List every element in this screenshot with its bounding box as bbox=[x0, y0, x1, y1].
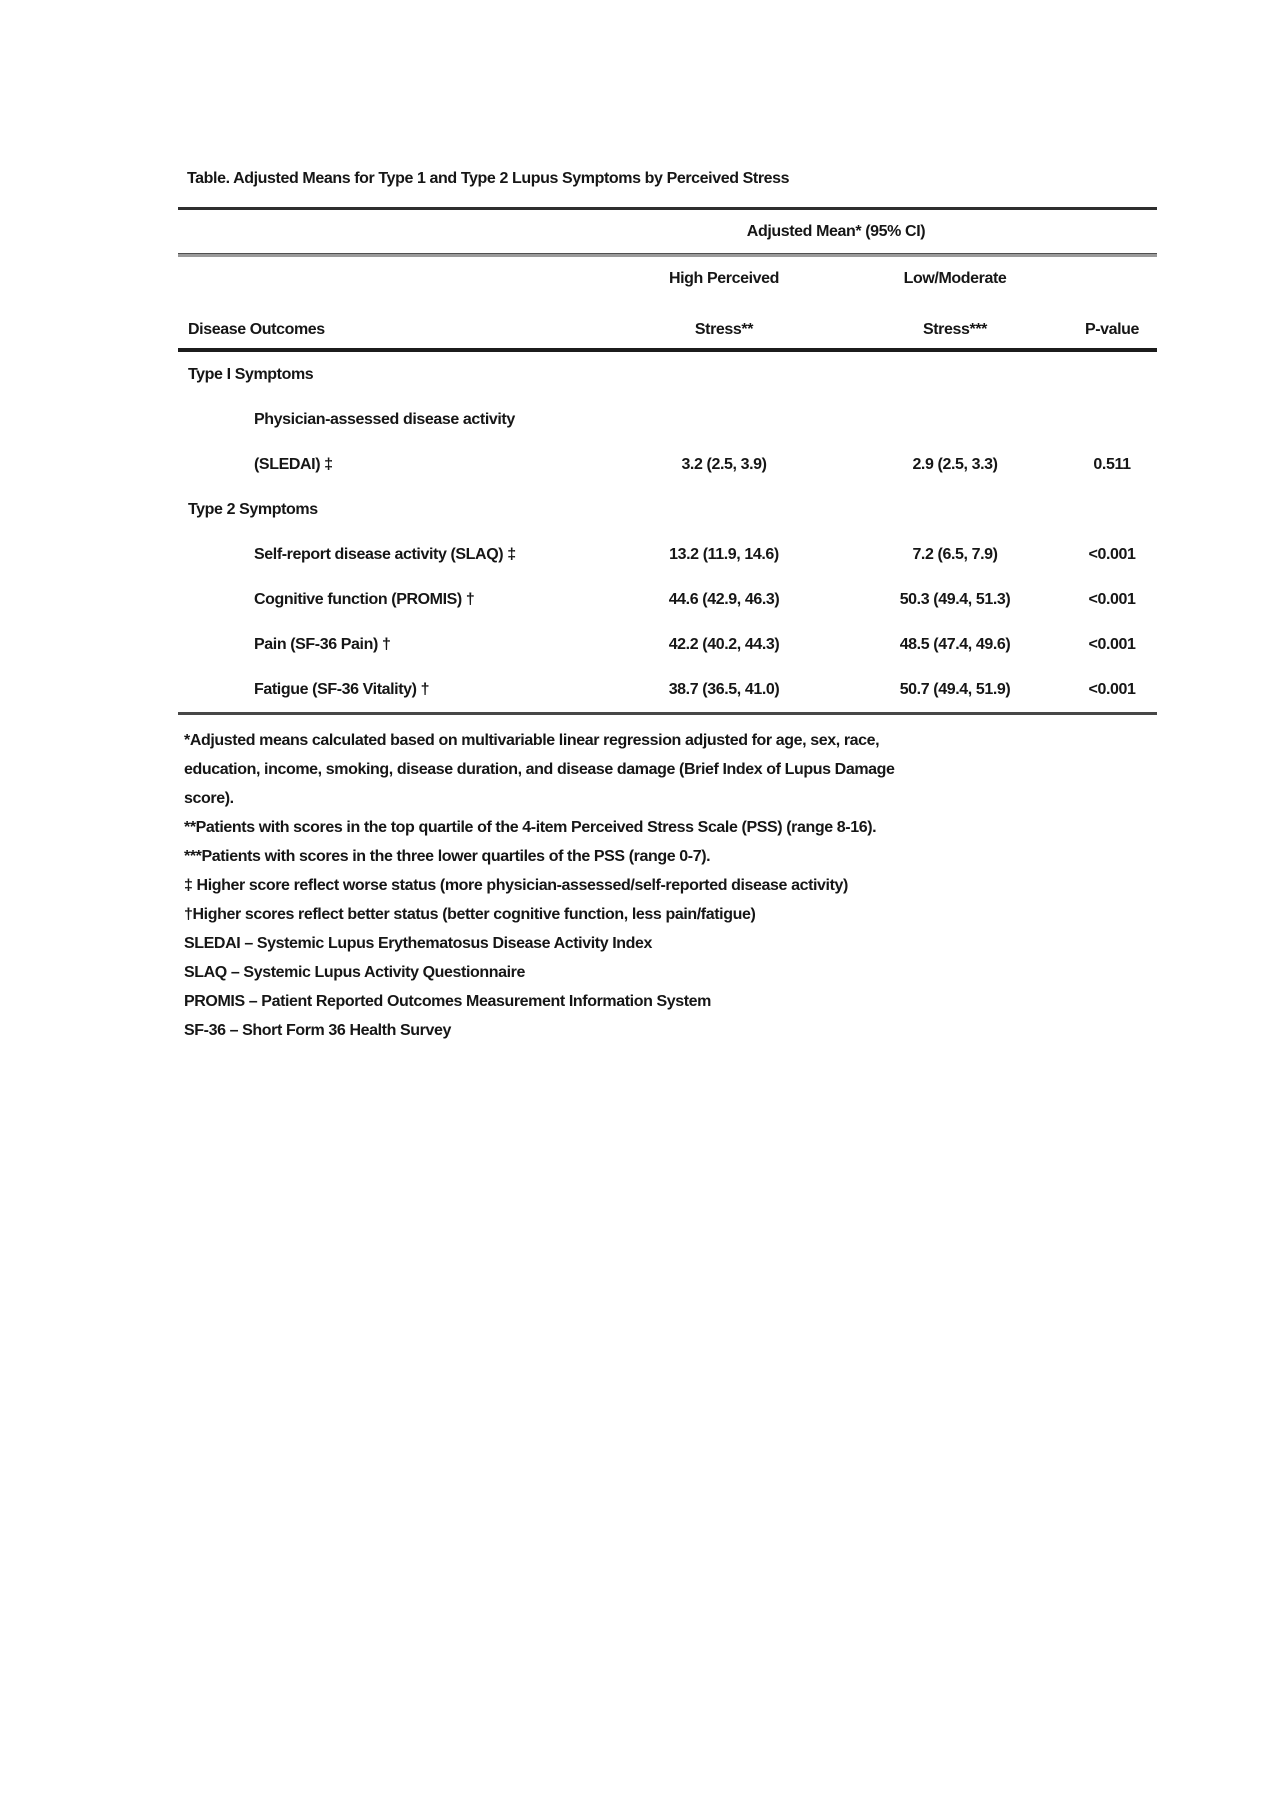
row-label: (SLEDAI) ‡ bbox=[254, 455, 333, 473]
footnote-line: SLAQ – Systemic Lupus Activity Questionn… bbox=[184, 964, 526, 981]
table-row: Self-report disease activity (SLAQ) ‡ 13… bbox=[178, 532, 1157, 577]
footnotes-block: *Adjusted means calculated based on mult… bbox=[178, 715, 1157, 1045]
table-row: Pain (SF-36 Pain) † 42.2 (40.2, 44.3) 48… bbox=[178, 622, 1157, 667]
footnote-line: SF-36 – Short Form 36 Health Survey bbox=[184, 1022, 451, 1039]
span-header-divider-rule bbox=[178, 253, 1157, 257]
cell-low-stress: 7.2 (6.5, 7.9) bbox=[912, 545, 998, 563]
row-label: Cognitive function (PROMIS) † bbox=[254, 590, 475, 608]
cell-p-value: <0.001 bbox=[1088, 635, 1136, 653]
row-label: Pain (SF-36 Pain) † bbox=[254, 635, 391, 653]
high-stress-header-line2: Stress** bbox=[694, 321, 754, 338]
footnote-line: score). bbox=[184, 790, 234, 807]
table-row: (SLEDAI) ‡ 3.2 (2.5, 3.9) 2.9 (2.5, 3.3)… bbox=[178, 442, 1157, 487]
low-stress-header-line1: Low/Moderate bbox=[903, 270, 1007, 287]
table-title: Table. Adjusted Means for Type 1 and Typ… bbox=[187, 170, 790, 187]
footnote-line: †Higher scores reflect better status (be… bbox=[184, 906, 756, 923]
disease-outcomes-header: Disease Outcomes bbox=[188, 321, 325, 338]
cell-high-stress: 3.2 (2.5, 3.9) bbox=[681, 455, 767, 473]
adjusted-mean-span-header: Adjusted Mean* (95% CI) bbox=[746, 222, 926, 240]
results-table: Adjusted Mean* (95% CI) High Perceived L… bbox=[178, 207, 1157, 1045]
table-row: Type 2 Symptoms bbox=[178, 487, 1157, 532]
low-stress-header-line2: Stress*** bbox=[922, 321, 987, 338]
cell-p-value: <0.001 bbox=[1088, 545, 1136, 563]
table-top-rule bbox=[178, 207, 1157, 210]
high-stress-header-line1: High Perceived bbox=[668, 270, 779, 287]
header-bottom-rule bbox=[178, 348, 1157, 352]
footnote-line: *Adjusted means calculated based on mult… bbox=[184, 732, 880, 749]
footnote-line: ***Patients with scores in the three low… bbox=[184, 848, 711, 865]
cell-p-value: 0.511 bbox=[1093, 455, 1131, 473]
table-bottom-rule bbox=[178, 712, 1157, 715]
cell-high-stress: 42.2 (40.2, 44.3) bbox=[668, 635, 780, 653]
table-row: Type I Symptoms bbox=[178, 352, 1157, 397]
row-label: Fatigue (SF-36 Vitality) † bbox=[254, 680, 430, 698]
p-value-header: P-value bbox=[1084, 321, 1140, 338]
table-row: Fatigue (SF-36 Vitality) † 38.7 (36.5, 4… bbox=[178, 667, 1157, 712]
cell-p-value: <0.001 bbox=[1088, 590, 1136, 608]
cell-p-value: <0.001 bbox=[1088, 680, 1136, 698]
footnote-line: PROMIS – Patient Reported Outcomes Measu… bbox=[184, 993, 712, 1010]
row-label: Physician-assessed disease activity bbox=[254, 410, 515, 428]
footnote-line: ‡ Higher score reflect worse status (mor… bbox=[184, 877, 848, 894]
table-row: Physician-assessed disease activity bbox=[178, 397, 1157, 442]
cell-high-stress: 13.2 (11.9, 14.6) bbox=[669, 545, 779, 563]
column-header-row-2: Disease Outcomes Stress** Stress*** P-va… bbox=[178, 301, 1157, 348]
cell-low-stress: 50.7 (49.4, 51.9) bbox=[899, 680, 1011, 698]
cell-low-stress: 50.3 (49.4, 51.3) bbox=[899, 590, 1011, 608]
cell-high-stress: 38.7 (36.5, 41.0) bbox=[668, 680, 780, 698]
footnote-line: **Patients with scores in the top quarti… bbox=[184, 819, 877, 836]
cell-high-stress: 44.6 (42.9, 46.3) bbox=[668, 590, 780, 608]
row-label: Type 2 Symptoms bbox=[188, 500, 318, 518]
table-row: Cognitive function (PROMIS) † 44.6 (42.9… bbox=[178, 577, 1157, 622]
row-label: Type I Symptoms bbox=[188, 365, 314, 383]
footnote-line: education, income, smoking, disease dura… bbox=[184, 761, 895, 778]
row-label: Self-report disease activity (SLAQ) ‡ bbox=[254, 545, 516, 563]
cell-low-stress: 2.9 (2.5, 3.3) bbox=[912, 455, 998, 473]
footnote-line: SLEDAI – Systemic Lupus Erythematosus Di… bbox=[184, 935, 653, 952]
cell-low-stress: 48.5 (47.4, 49.6) bbox=[899, 635, 1011, 653]
column-header-row-1: High Perceived Low/Moderate bbox=[178, 257, 1157, 301]
span-header-row: Adjusted Mean* (95% CI) bbox=[178, 210, 1157, 253]
